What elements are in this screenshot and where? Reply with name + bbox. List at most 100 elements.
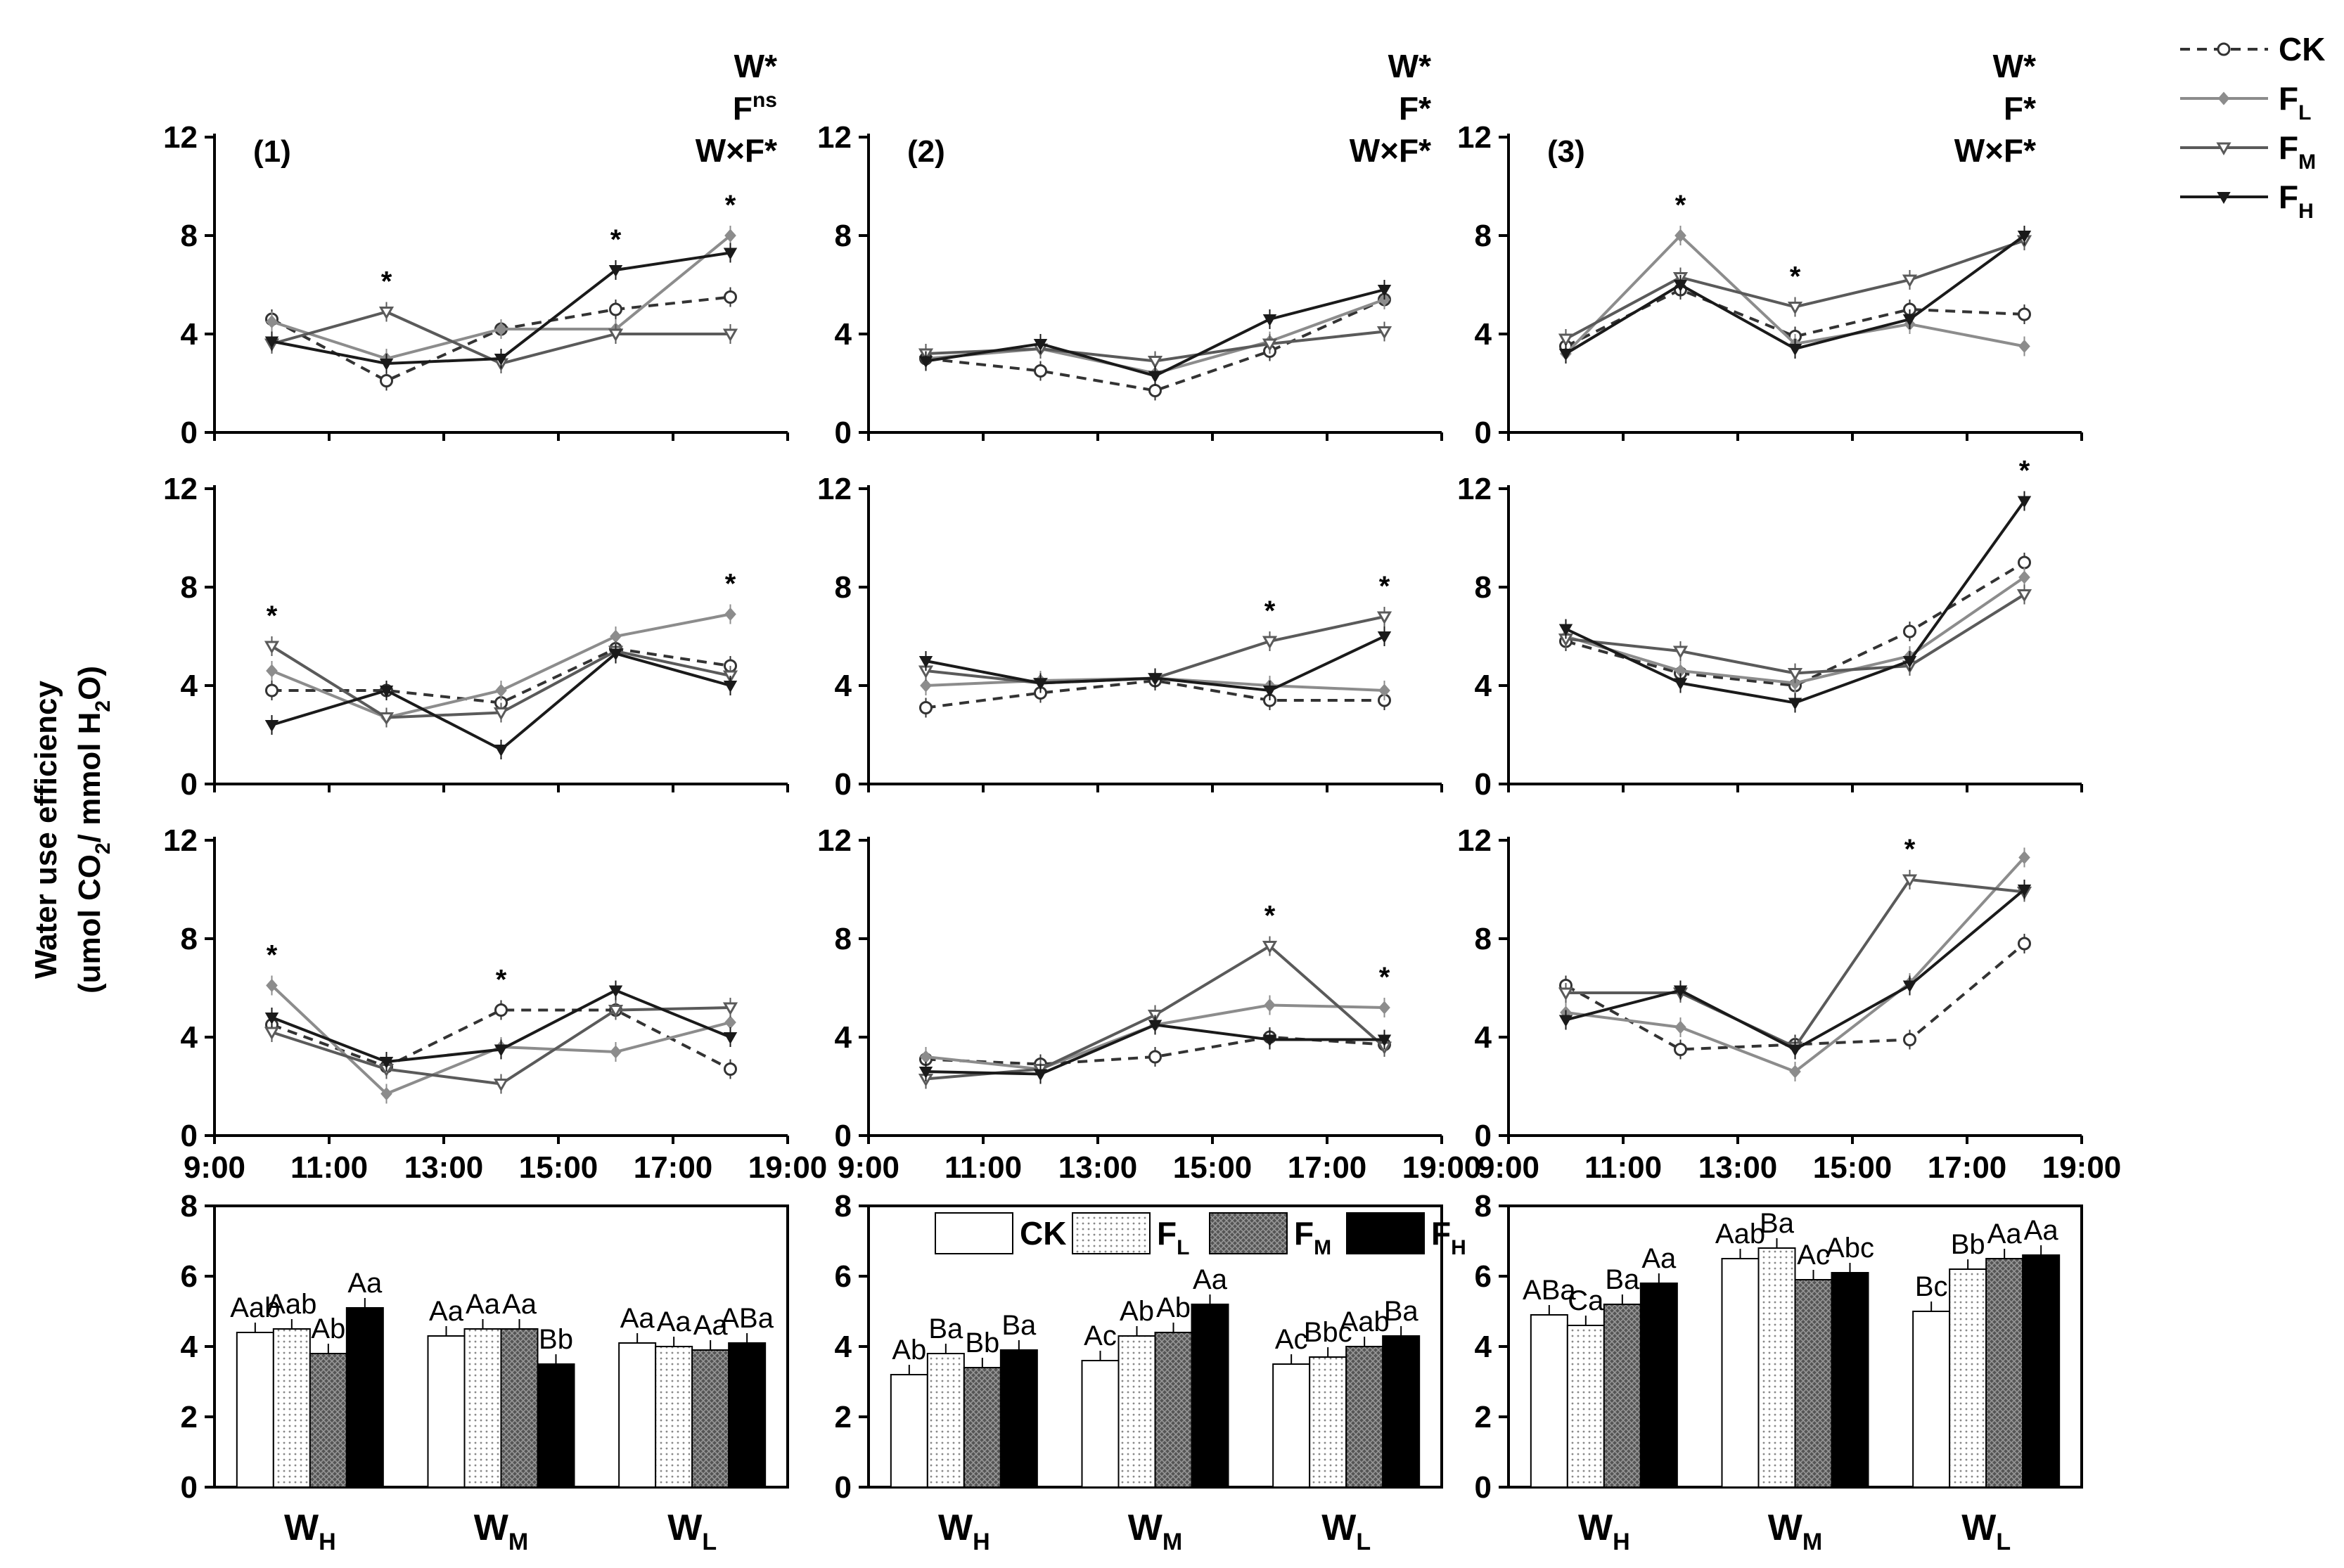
data-point-fm bbox=[1672, 645, 1689, 660]
data-point-fl bbox=[266, 664, 278, 678]
category-label: WL bbox=[1961, 1508, 2011, 1555]
y-tick-label: 0 bbox=[835, 767, 852, 802]
data-point-fh bbox=[1558, 624, 1573, 636]
legend-label: FH bbox=[2279, 179, 2314, 223]
bar-ck bbox=[427, 1335, 466, 1488]
data-point-fh bbox=[1902, 980, 1917, 993]
y-tick-label: 6 bbox=[1475, 1259, 1492, 1294]
y-tick-label: 4 bbox=[1475, 1020, 1492, 1055]
y-tick-label: 4 bbox=[835, 317, 852, 352]
y-tick-label: 8 bbox=[181, 1189, 198, 1223]
data-point-ck bbox=[724, 1062, 737, 1076]
series-line-ck bbox=[1565, 942, 2025, 1051]
data-point-fh bbox=[1558, 349, 1573, 361]
stat-label: F* bbox=[1399, 90, 1431, 127]
data-point-fm bbox=[1262, 941, 1278, 954]
data-point-fl bbox=[724, 607, 736, 622]
significance-star: * bbox=[725, 190, 736, 221]
bar-fl bbox=[1949, 1268, 1987, 1488]
bar-sig-letter: Ba bbox=[928, 1313, 963, 1344]
y-tick-label: 0 bbox=[181, 767, 198, 802]
y-tick-label: 4 bbox=[835, 669, 852, 703]
bar-sig-letter: Ba bbox=[1760, 1208, 1795, 1239]
bar-ck bbox=[890, 1374, 928, 1488]
bar-sig-letter: Ba bbox=[1605, 1264, 1640, 1295]
data-point-fh bbox=[1902, 656, 1917, 669]
line-chart-r1c3: 0 4 8 12 * * (3) W* F* W×F* bbox=[1457, 48, 2083, 450]
data-point-fh bbox=[723, 1032, 738, 1045]
line-chart-r1c1: 0 4 8 12 * * * (1) W* Fns W×F* bbox=[163, 48, 789, 450]
series-line-fh bbox=[271, 251, 731, 366]
y-tick-label: 0 bbox=[1475, 416, 1492, 450]
data-point-fm bbox=[1787, 302, 1803, 315]
data-point-fm bbox=[1902, 874, 1918, 888]
data-point-fh bbox=[1902, 314, 1917, 327]
significance-star: * bbox=[725, 569, 736, 600]
significance-star: * bbox=[1675, 190, 1686, 221]
y-tick-label: 8 bbox=[1475, 570, 1492, 605]
bar-fm bbox=[1603, 1304, 1641, 1488]
data-point-ck bbox=[265, 683, 278, 698]
y-tick-label: 4 bbox=[181, 669, 198, 703]
category-label: WM bbox=[1128, 1508, 1182, 1555]
bar-sig-letter: Ac bbox=[1084, 1320, 1117, 1351]
bar-fh bbox=[1639, 1283, 1678, 1488]
bar-fl bbox=[463, 1328, 502, 1488]
y-tick-label: 12 bbox=[163, 472, 198, 506]
bar-fh bbox=[1382, 1335, 1421, 1488]
y-tick-label: 4 bbox=[1475, 317, 1492, 352]
bar-sig-letter: Aa bbox=[657, 1306, 692, 1337]
data-point-fm bbox=[608, 1005, 624, 1018]
data-point-fl bbox=[610, 1045, 622, 1059]
data-point-fm bbox=[722, 328, 738, 342]
bar-legend-swatch-fh bbox=[1346, 1212, 1425, 1254]
data-point-fh bbox=[1262, 686, 1277, 698]
bar-legend-swatch-ck bbox=[935, 1212, 1013, 1254]
y-tick-label: 6 bbox=[181, 1259, 198, 1294]
data-point-fh bbox=[1377, 285, 1392, 297]
y-tick-label: 8 bbox=[181, 570, 198, 605]
y-tick-label: 0 bbox=[181, 1119, 198, 1153]
y-tick-label: 0 bbox=[835, 1470, 852, 1505]
y-tick-label: 4 bbox=[835, 1330, 852, 1364]
stat-label: Fns bbox=[733, 89, 777, 127]
data-point-fh bbox=[2017, 496, 2032, 508]
category-label: WM bbox=[474, 1508, 528, 1555]
x-tick-label: 11:00 bbox=[944, 1150, 1022, 1185]
bar-sig-letter: Aa bbox=[347, 1268, 383, 1299]
significance-star: * bbox=[267, 600, 278, 631]
bar-sig-letter: Aab bbox=[230, 1292, 280, 1323]
legend-marker-fm bbox=[2216, 142, 2231, 156]
x-tick-label: 15:00 bbox=[1813, 1150, 1893, 1185]
bar-sig-letter: Aa bbox=[1193, 1264, 1228, 1295]
y-tick-label: 6 bbox=[835, 1259, 852, 1294]
y-tick-label: 12 bbox=[817, 823, 852, 858]
bar-fl bbox=[1117, 1335, 1156, 1488]
category-label: WL bbox=[667, 1508, 717, 1555]
bar-fh bbox=[345, 1307, 384, 1488]
line-chart-r3c3: 0 4 8 12 9:00 11:00 13:00 15:00 17:00 19:00 * bbox=[1457, 823, 2121, 1185]
y-tick-label: 0 bbox=[181, 416, 198, 450]
data-point-fm bbox=[1902, 274, 1918, 288]
bar-ck bbox=[1721, 1258, 1760, 1488]
data-point-fl bbox=[1378, 683, 1390, 698]
y-tick-label: 8 bbox=[835, 1189, 852, 1223]
bar-fh bbox=[999, 1349, 1038, 1488]
y-axis-title-line2: (umol CO2/ mmol H2O) bbox=[72, 666, 115, 994]
data-point-fh bbox=[1558, 1015, 1573, 1027]
bar-sig-letter: Bbc bbox=[1304, 1317, 1352, 1348]
y-tick-label: 2 bbox=[1475, 1400, 1492, 1434]
data-point-ck bbox=[494, 1003, 508, 1017]
bar-sig-letter: Ac bbox=[1797, 1240, 1830, 1271]
legend-marker-ck bbox=[2217, 42, 2231, 56]
data-point-ck bbox=[1148, 384, 1162, 397]
y-tick-label: 8 bbox=[181, 219, 198, 253]
data-point-fh bbox=[608, 985, 623, 998]
line-chart-r2c3: 0 4 8 12 * bbox=[1457, 456, 2083, 802]
x-tick-label: 19:00 bbox=[2042, 1150, 2122, 1185]
bar-fl bbox=[926, 1353, 965, 1488]
bar-fh bbox=[728, 1342, 767, 1488]
stat-label: W×F* bbox=[1954, 132, 2036, 169]
